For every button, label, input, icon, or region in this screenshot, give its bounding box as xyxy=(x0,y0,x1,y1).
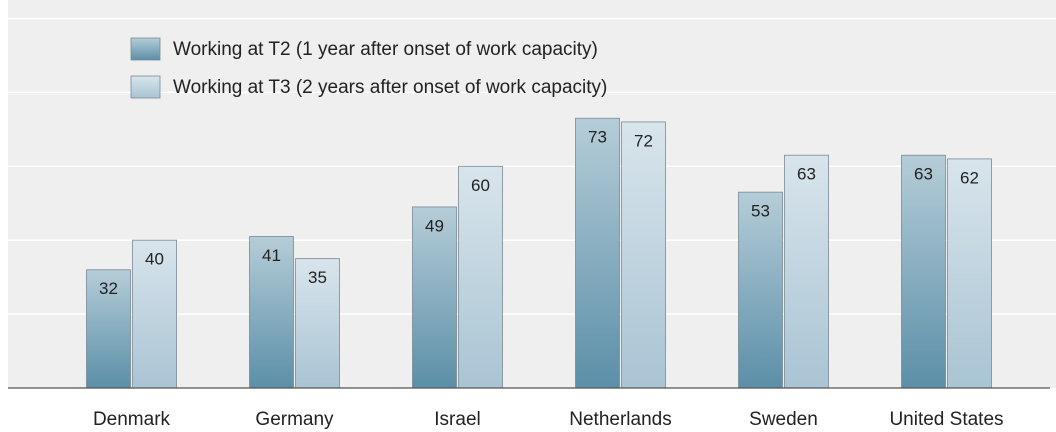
bar xyxy=(947,158,992,389)
value-label: 62 xyxy=(960,168,979,187)
legend-label: Working at T3 (2 years after onset of wo… xyxy=(173,77,607,98)
value-label: 72 xyxy=(634,131,653,150)
bar xyxy=(295,258,340,389)
legend-swatch xyxy=(130,37,161,61)
bar xyxy=(784,154,829,389)
legend-swatch xyxy=(130,75,161,99)
x-tick-label: Netherlands xyxy=(569,409,671,430)
value-label: 63 xyxy=(914,165,933,184)
x-tick-label: Germany xyxy=(255,409,334,430)
bar xyxy=(132,239,177,389)
bar xyxy=(575,117,620,389)
value-label: 32 xyxy=(99,279,118,298)
plot-background xyxy=(8,0,1056,388)
x-tick-label: United States xyxy=(889,409,1003,430)
bar xyxy=(86,269,131,389)
x-tick-label: Denmark xyxy=(93,409,171,430)
value-label: 60 xyxy=(471,176,490,195)
bar xyxy=(412,206,457,389)
value-label: 53 xyxy=(751,202,770,221)
bar xyxy=(458,165,503,389)
value-label: 49 xyxy=(425,216,444,235)
bar xyxy=(249,236,294,389)
value-label: 41 xyxy=(262,246,281,265)
value-label: 73 xyxy=(588,128,607,147)
bar xyxy=(621,121,666,389)
bar xyxy=(738,191,783,389)
value-label: 35 xyxy=(308,268,327,287)
value-label: 63 xyxy=(797,165,816,184)
legend-label: Working at T2 (1 year after onset of wor… xyxy=(173,39,598,60)
bar xyxy=(901,154,946,389)
x-tick-label: Sweden xyxy=(749,409,818,430)
value-label: 40 xyxy=(145,250,164,269)
x-tick-label: Israel xyxy=(434,409,480,430)
